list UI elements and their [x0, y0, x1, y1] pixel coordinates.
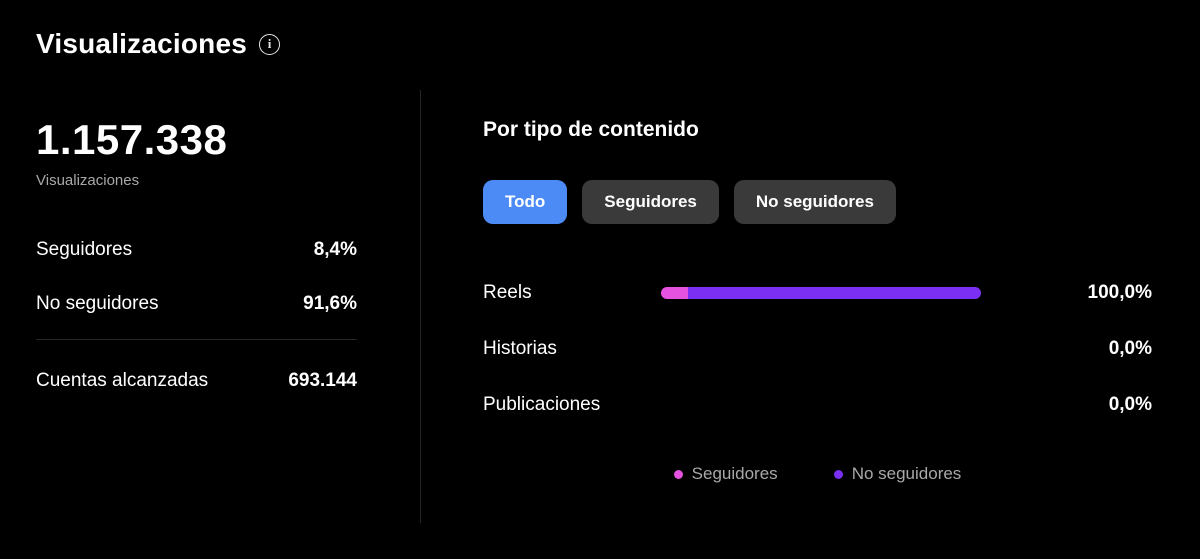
filter-tabs: Todo Seguidores No seguidores: [483, 180, 1152, 224]
tab-todo[interactable]: Todo: [483, 180, 568, 224]
historias-label: Historias: [483, 338, 557, 359]
columns: 1.157.338 Visualizaciones Seguidores 8,4…: [36, 90, 1164, 523]
historias-value: 0,0%: [1108, 338, 1152, 359]
followers-row: Seguidores 8,4%: [36, 239, 357, 261]
legend-item-no-seguidores: No seguidores: [833, 464, 962, 484]
page-title: Visualizaciones: [36, 28, 248, 59]
tab-no-seguidores[interactable]: No seguidores: [733, 180, 896, 224]
section-title: Por tipo de contenido: [483, 118, 699, 141]
publicaciones-bar: [661, 399, 981, 411]
historias-row: Historias 0,0%: [483, 338, 1152, 360]
summary-column: 1.157.338 Visualizaciones Seguidores 8,4…: [36, 90, 420, 523]
info-icon[interactable]: i: [259, 33, 281, 55]
accounts-reached-row: Cuentas alcanzadas 693.144: [36, 370, 357, 392]
total-views-value: 1.157.338: [36, 116, 228, 163]
accounts-reached-value: 693.144: [288, 370, 357, 391]
non-followers-value: 91,6%: [303, 293, 357, 314]
legend-item-seguidores: Seguidores: [673, 464, 778, 484]
non-followers-row: No seguidores 91,6%: [36, 293, 357, 315]
reels-label: Reels: [483, 282, 532, 303]
followers-value: 8,4%: [313, 239, 357, 260]
reels-value: 100,0%: [1087, 282, 1152, 303]
tab-seguidores[interactable]: Seguidores: [582, 180, 719, 224]
horizontal-divider: [36, 339, 357, 340]
header: Visualizaciones i: [36, 28, 1164, 60]
legend-seguidores-label: Seguidores: [691, 464, 778, 483]
content-breakdown-rows: Reels 100,0% Historias 0,0% Publicacione…: [483, 282, 1152, 416]
historias-bar: [661, 343, 981, 355]
audience-split: Seguidores 8,4% No seguidores 91,6%: [36, 239, 357, 315]
content-type-column: Por tipo de contenido Todo Seguidores No…: [420, 90, 1164, 523]
non-followers-label: No seguidores: [36, 293, 159, 314]
total-views-label: Visualizaciones: [36, 172, 140, 189]
legend-no-seguidores-label: No seguidores: [851, 464, 962, 483]
reels-bar: [661, 287, 981, 299]
seguidores-dot-icon: [673, 469, 683, 479]
followers-label: Seguidores: [36, 239, 133, 260]
no-seguidores-dot-icon: [833, 469, 843, 479]
publicaciones-value: 0,0%: [1108, 394, 1152, 415]
accounts-reached-label: Cuentas alcanzadas: [36, 370, 209, 391]
legend: Seguidores No seguidores: [483, 464, 1152, 484]
reels-row: Reels 100,0%: [483, 282, 1152, 304]
publicaciones-row: Publicaciones 0,0%: [483, 394, 1152, 416]
publicaciones-label: Publicaciones: [483, 394, 601, 415]
